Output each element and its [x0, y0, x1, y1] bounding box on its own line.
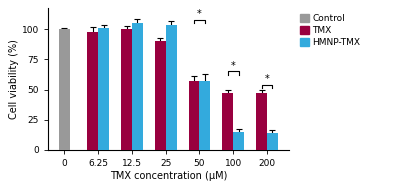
Bar [121, 29, 132, 150]
Bar [155, 41, 166, 150]
Text: *: * [231, 61, 236, 71]
X-axis label: TMX concentration (μM): TMX concentration (μM) [110, 170, 227, 180]
Bar [223, 93, 233, 150]
Bar [199, 81, 210, 150]
Bar [233, 132, 244, 150]
Y-axis label: Cell viability (%): Cell viability (%) [9, 39, 19, 119]
Legend: Control, TMX, HMNP-TMX: Control, TMX, HMNP-TMX [298, 12, 362, 49]
Bar [189, 81, 199, 150]
Text: *: * [265, 74, 269, 84]
Bar [267, 133, 278, 150]
Text: *: * [197, 9, 202, 19]
Bar [98, 28, 109, 150]
Bar [59, 29, 70, 150]
Bar [166, 25, 176, 150]
Bar [256, 93, 267, 150]
Bar [132, 23, 143, 150]
Bar [87, 32, 98, 150]
